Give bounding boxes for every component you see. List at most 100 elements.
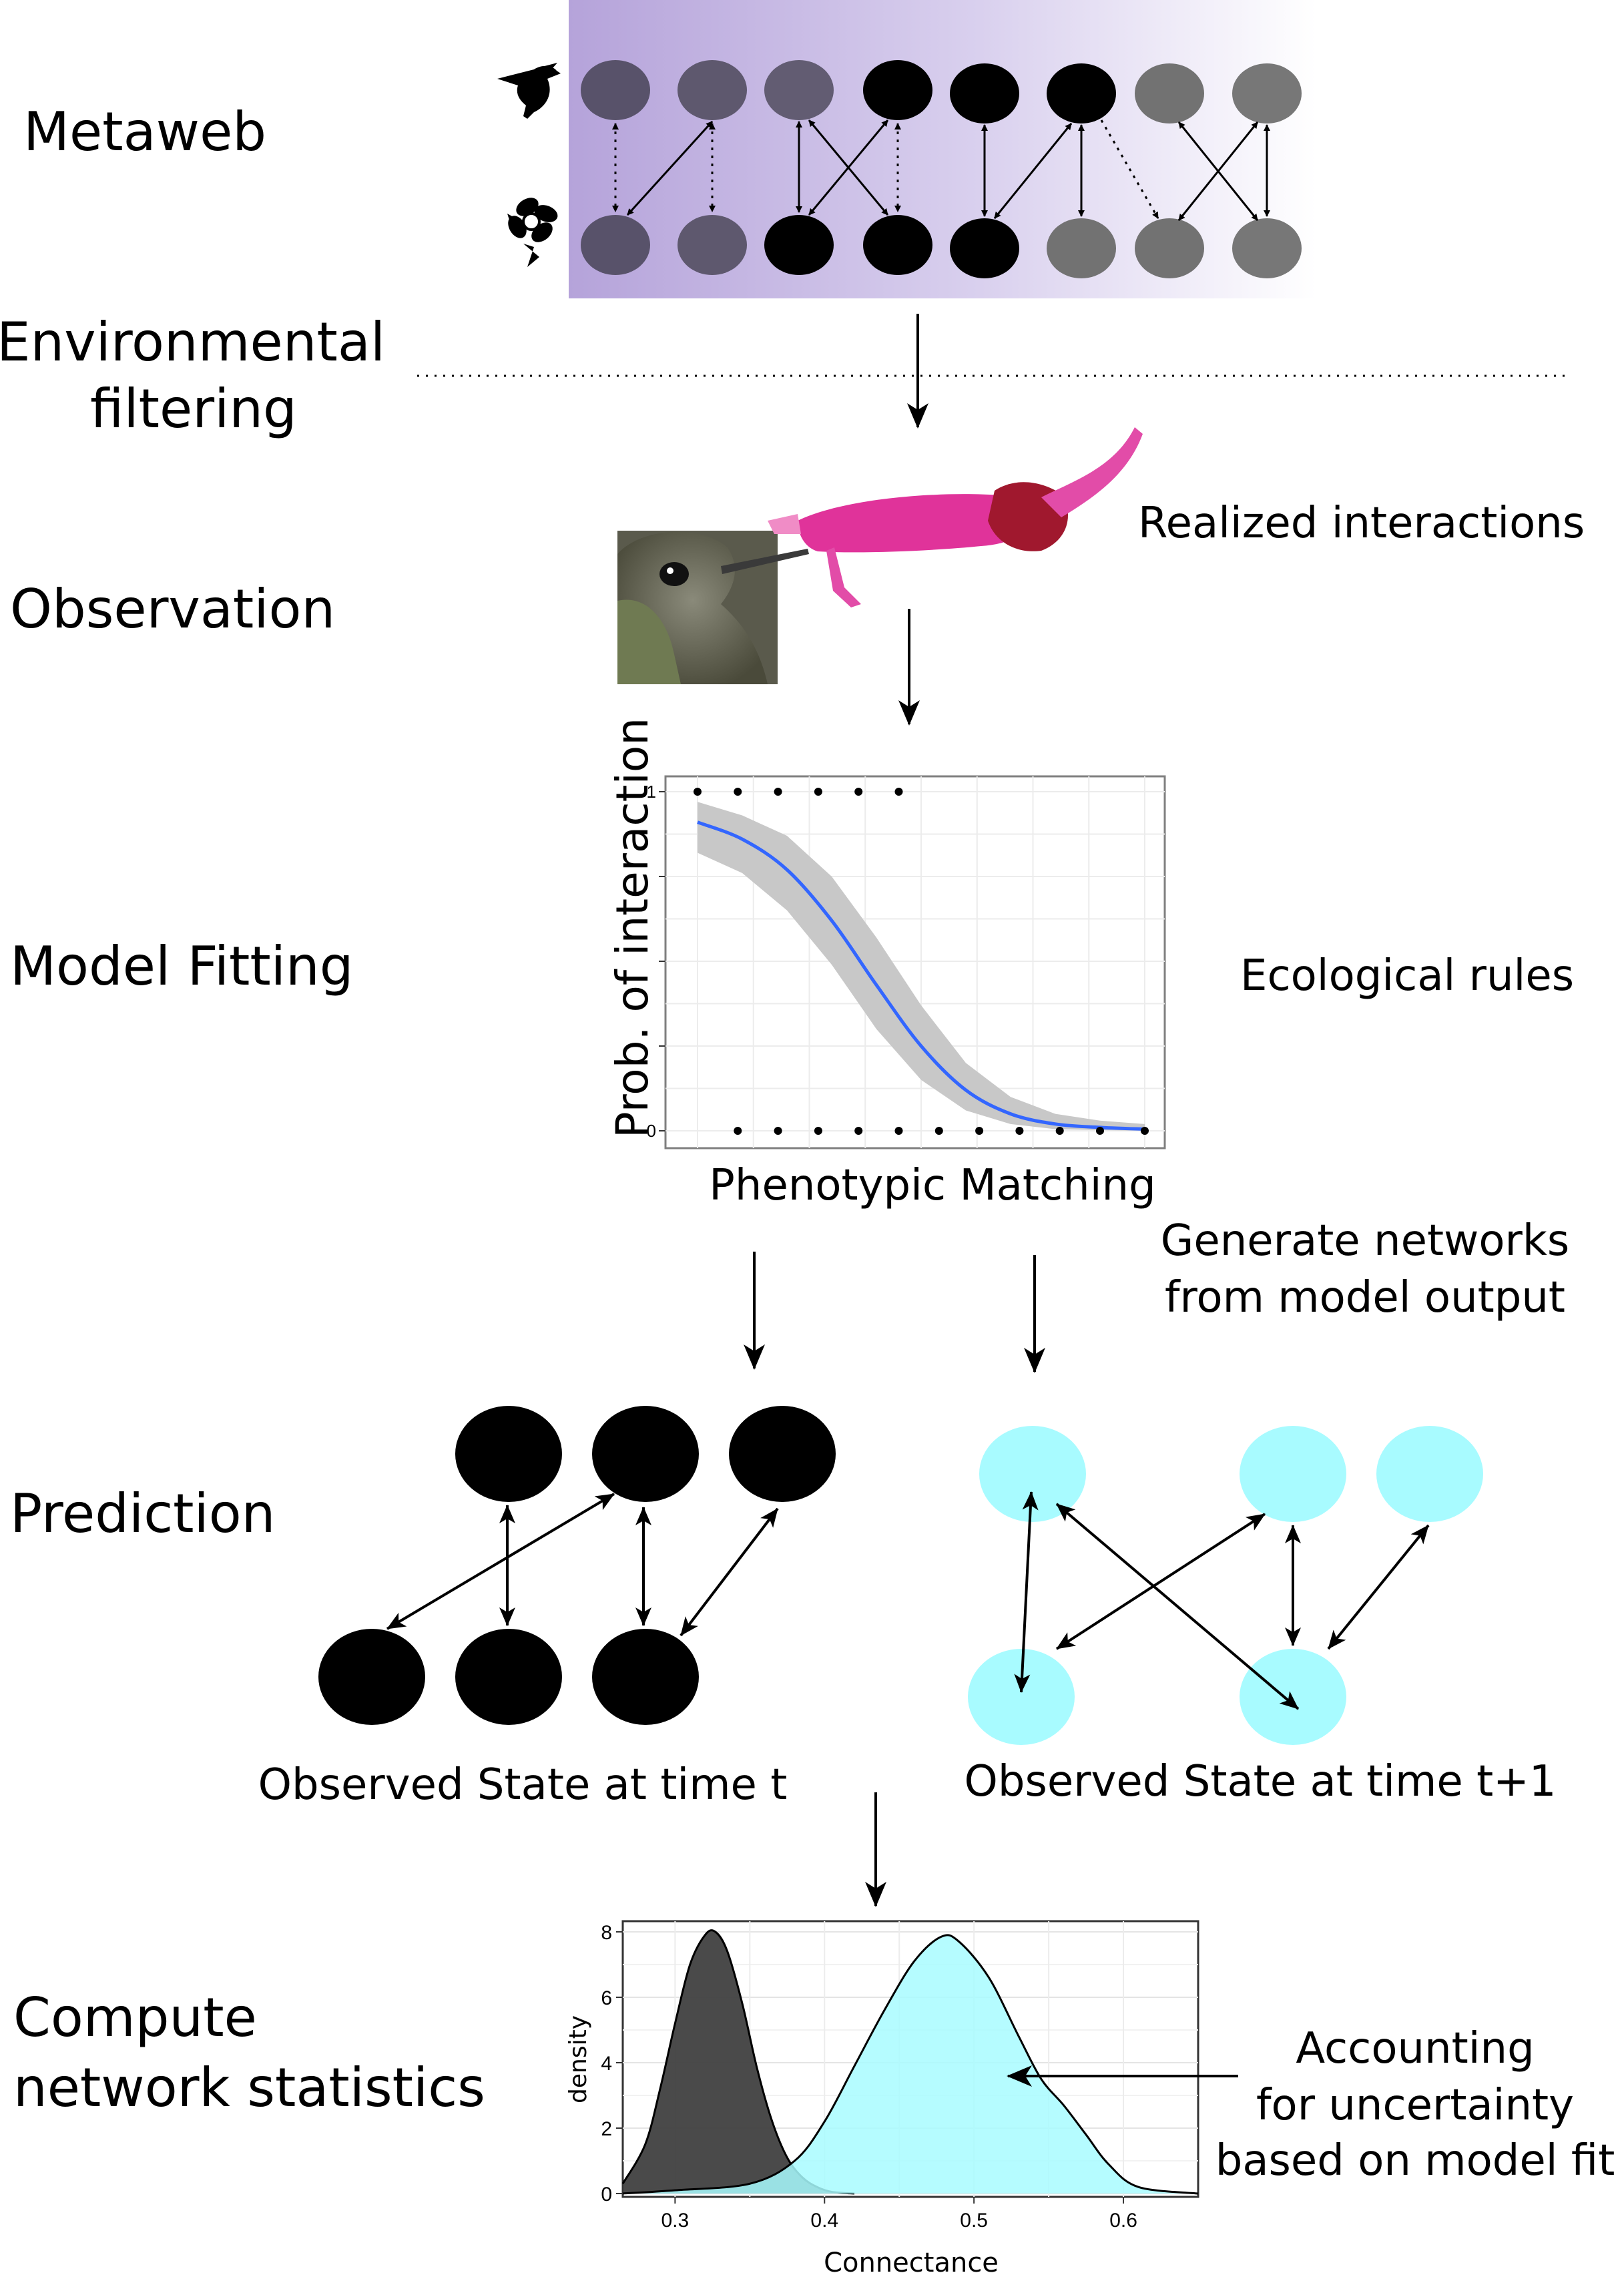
metaweb-node-bottom-4: [863, 215, 932, 275]
net-t1-edge-1: [1014, 1491, 1039, 1693]
metaweb-node-top-1: [581, 60, 650, 120]
fit-point-y1: [774, 788, 782, 796]
den-ytick-label-4: 8: [601, 1922, 612, 1944]
metaweb-node-top-2: [678, 60, 747, 120]
fit-point-y0: [814, 1127, 822, 1135]
fit-point-y0: [975, 1127, 984, 1135]
net-t-bottom-2: [455, 1629, 562, 1725]
metaweb-node-bottom-7: [1135, 218, 1204, 278]
net-t1-edge-5: [1327, 1524, 1430, 1650]
net-t-top-1: [455, 1406, 562, 1502]
fit-point-y1: [734, 788, 742, 796]
note-generate-line2: from model output: [1165, 1273, 1565, 1322]
metaweb-node-top-6: [1047, 63, 1116, 123]
stage-metaweb: Metaweb: [23, 101, 266, 163]
stage-environmental-line2: filtering: [90, 378, 297, 440]
fit-point-y0: [734, 1127, 742, 1135]
fit-point-y1: [694, 788, 702, 796]
fit-y-axis-title: Prob. of interaction: [607, 718, 658, 1138]
fit-point-y0: [774, 1127, 782, 1135]
den-y-axis-title: density: [565, 2015, 592, 2103]
den-xtick-label-0: 0.3: [661, 2210, 690, 2232]
den-series-fill-1: [623, 1935, 1198, 2194]
note-accounting-line1: Accounting: [1296, 2024, 1534, 2073]
note-accounting-line3: based on model fit: [1215, 2136, 1615, 2186]
label-observed-state-t1: Observed State at time t+1: [964, 1757, 1556, 1806]
flower-icon: [507, 198, 558, 267]
metaweb-node-bottom-8: [1232, 218, 1302, 278]
net-t1-top-3: [1376, 1426, 1483, 1522]
fit-observations: [694, 788, 1149, 1135]
fit-point-y0: [1096, 1127, 1104, 1135]
fit-confidence-ribbon: [698, 802, 1145, 1131]
net-t-bottom-3: [592, 1629, 699, 1725]
fit-point-y0: [854, 1127, 863, 1135]
net-t-edge-2: [386, 1493, 615, 1630]
metaweb-node-bottom-6: [1047, 218, 1116, 278]
metaweb-node-bottom-1: [581, 215, 650, 275]
metaweb-edges: [612, 119, 1270, 221]
den-density-areas: [621, 1929, 1199, 2195]
fit-curve-line: [697, 820, 1145, 1131]
fit-point-y1: [814, 788, 822, 796]
den-series-outline-1: [622, 1934, 1199, 2195]
net-t1-edge-3: [1055, 1513, 1266, 1650]
net-t-top-3: [729, 1406, 836, 1502]
note-generate-line1: Generate networks: [1161, 1216, 1570, 1266]
stage-environmental-line1: Environmental: [0, 311, 385, 373]
network-time-t: [318, 1406, 836, 1725]
fit-point-y0: [1141, 1127, 1149, 1135]
den-axis-ticks: 0 2 4 6 8 0.3 0.4 0.5 0.6: [601, 1922, 1137, 2232]
note-realized-interactions: Realized interactions: [1138, 499, 1585, 548]
den-ytick-label-2: 4: [601, 2053, 612, 2075]
stage-compute-line2: network statistics: [13, 2057, 485, 2119]
metaweb-node-top-4: [863, 60, 932, 120]
metaweb-node-top-5: [950, 63, 1019, 123]
net-t1-edge-2: [1055, 1503, 1300, 1710]
network-time-t1: [968, 1426, 1483, 1745]
net-t-bottom-1: [318, 1629, 425, 1725]
metaweb-node-top-8: [1232, 63, 1302, 123]
den-ytick-label-1: 2: [601, 2118, 612, 2140]
stage-observation: Observation: [10, 578, 335, 640]
metaweb-panel: [497, 0, 1316, 298]
den-xtick-label-3: 0.6: [1109, 2210, 1137, 2232]
fit-ytick-label-1: 1: [647, 782, 656, 802]
metaweb-node-top-3: [764, 60, 834, 120]
net-t1-top-2: [1240, 1426, 1346, 1522]
fit-point-y0: [1015, 1127, 1024, 1135]
hummingbird-flower-photo: [617, 427, 1143, 684]
net-t-edge-4: [680, 1507, 779, 1637]
metaweb-node-bottom-5: [950, 218, 1019, 278]
net-t1-bottom-1: [968, 1649, 1075, 1745]
net-t-top-2: [592, 1406, 699, 1502]
label-observed-state-t: Observed State at time t: [258, 1760, 788, 1810]
fit-point-y1: [894, 788, 903, 796]
stage-compute-line1: Compute: [13, 1987, 257, 2049]
den-x-axis-title: Connectance: [824, 2248, 999, 2278]
net-t1-bottom-2: [1240, 1649, 1346, 1745]
hummingbird-icon: [497, 63, 561, 119]
stage-model-fitting: Model Fitting: [10, 935, 354, 997]
connectance-density-chart: 0 2 4 6 8 0.3 0.4 0.5 0.6 Connectance density: [565, 1920, 1199, 2278]
fit-point-y1: [854, 788, 863, 796]
fit-point-y0: [894, 1127, 903, 1135]
den-xtick-label-2: 0.5: [960, 2210, 988, 2232]
stage-prediction: Prediction: [10, 1483, 275, 1545]
fit-ytick-label-0: 0: [647, 1121, 656, 1141]
metaweb-node-bottom-3: [764, 215, 834, 275]
note-accounting-line2: for uncertainty: [1256, 2081, 1574, 2130]
den-series-fill-0: [623, 1930, 855, 2194]
fit-x-axis-title: Phenotypic Matching: [709, 1161, 1155, 1210]
fit-point-y0: [1055, 1127, 1064, 1135]
note-ecological-rules: Ecological rules: [1240, 951, 1574, 1001]
den-ytick-label-0: 0: [601, 2184, 612, 2206]
metaweb-node-bottom-2: [678, 215, 747, 275]
fit-point-y0: [934, 1127, 943, 1135]
model-fit-chart: 0 1 Phenotypic Matching Prob. of interac…: [607, 718, 1166, 1210]
den-ytick-label-3: 6: [601, 1987, 612, 2009]
den-xtick-label-1: 0.4: [810, 2210, 838, 2232]
metaweb-node-top-7: [1135, 63, 1204, 123]
net-t1-top-1: [979, 1426, 1086, 1522]
